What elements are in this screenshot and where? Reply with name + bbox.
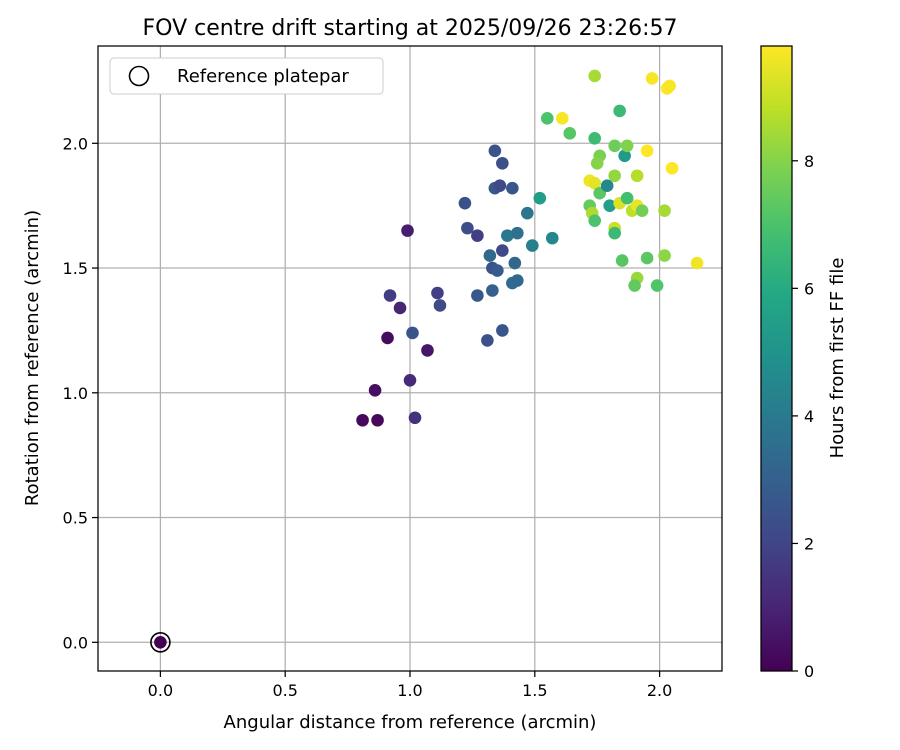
- plot-frame: [97, 45, 723, 672]
- data-point: [603, 199, 616, 212]
- colorbar-tick-label: 6: [804, 279, 814, 298]
- data-point: [481, 334, 494, 347]
- data-point: [613, 104, 626, 118]
- colorbar-label: Hours from first FF file: [827, 258, 848, 459]
- data-point: [533, 191, 547, 205]
- legend-marker: [128, 65, 150, 87]
- data-point: [471, 289, 484, 302]
- data-point: [540, 112, 554, 125]
- x-tick-label: 1.5: [522, 681, 547, 700]
- x-tick-label: 2.0: [647, 681, 672, 700]
- data-point: [491, 264, 504, 277]
- data-point: [608, 169, 621, 183]
- x-tick-label: 0.5: [272, 681, 297, 700]
- data-point: [615, 254, 629, 267]
- data-point: [496, 244, 509, 257]
- y-tick-label: 0.5: [63, 509, 88, 528]
- data-point: [588, 214, 602, 227]
- data-point: [431, 286, 444, 300]
- colorbar-ticks: 0 2 4 6 8: [792, 152, 814, 681]
- y-tick-label: 2.0: [63, 134, 88, 153]
- data-point: [408, 411, 422, 425]
- data-point: [545, 231, 559, 245]
- data-point: [590, 156, 604, 170]
- data-point: [630, 169, 644, 183]
- data-point: [663, 79, 676, 93]
- data-point: [356, 413, 369, 427]
- data-point: [618, 149, 631, 163]
- chart-title: FOV centre drift starting at 2025/09/26 …: [143, 16, 678, 41]
- x-tick-label: 0.0: [148, 681, 173, 700]
- legend: Reference platepar: [109, 57, 384, 95]
- data-point: [628, 279, 641, 292]
- data-point: [508, 256, 522, 270]
- data-point: [483, 249, 497, 262]
- x-tick-label: 1.0: [397, 681, 422, 700]
- data-point: [458, 196, 472, 210]
- data-point: [658, 204, 671, 217]
- data-point: [496, 156, 509, 170]
- data-point: [406, 326, 419, 340]
- data-point: [665, 161, 679, 175]
- colorbar: [760, 45, 793, 672]
- data-point: [486, 284, 499, 297]
- colorbar-tick-label: 0: [804, 662, 814, 681]
- data-point: [383, 289, 397, 302]
- data-point: [511, 274, 524, 287]
- data-point: [403, 374, 417, 387]
- data-point: [588, 132, 602, 145]
- data-point: [433, 299, 447, 312]
- data-point: [471, 229, 484, 242]
- data-point: [511, 226, 524, 240]
- y-tick-label: 1.0: [63, 384, 88, 403]
- colorbar-tick-label: 4: [804, 407, 814, 426]
- data-point: [635, 204, 649, 217]
- data-point: [658, 249, 671, 262]
- data-point: [368, 384, 382, 397]
- reference-point: [154, 636, 167, 649]
- colorbar-tick-label: 2: [804, 534, 814, 553]
- data-point: [608, 139, 621, 153]
- data-point: [608, 226, 621, 240]
- data-point: [461, 221, 474, 235]
- data-point: [690, 256, 704, 270]
- y-tick-label: 0.0: [63, 633, 88, 652]
- x-axis-label: Angular distance from reference (arcmin): [224, 712, 597, 733]
- legend-box: [109, 57, 384, 95]
- data-point: [600, 179, 614, 193]
- data-point: [501, 229, 514, 242]
- data-point: [401, 224, 414, 237]
- data-point: [640, 251, 654, 265]
- data-point: [620, 139, 634, 153]
- data-point: [393, 301, 407, 315]
- data-point: [645, 72, 659, 85]
- data-point: [555, 112, 569, 125]
- data-point: [521, 206, 534, 220]
- y-tick-label: 1.5: [63, 259, 88, 278]
- data-point: [381, 331, 394, 345]
- data-points: [150, 69, 704, 653]
- data-point: [563, 127, 577, 140]
- data-point: [650, 279, 664, 292]
- reference-ring: [150, 632, 171, 653]
- data-point: [620, 191, 634, 205]
- y-axis-label: Rotation from reference (arcmin): [22, 210, 43, 506]
- data-point: [526, 239, 539, 252]
- axis-ticks: 0.0 0.5 1.0 1.5 2.0 0.0 0.5 1.0 1.5 2.0: [63, 134, 673, 700]
- colorbar-tick-label: 8: [804, 152, 814, 171]
- data-point: [588, 176, 602, 190]
- legend-label: Reference platepar: [177, 66, 349, 87]
- data-point: [496, 324, 509, 337]
- data-point: [640, 144, 654, 158]
- data-point: [488, 144, 502, 158]
- data-point: [506, 181, 519, 195]
- data-point: [371, 413, 384, 427]
- data-point: [588, 69, 602, 83]
- data-point: [421, 344, 434, 357]
- data-point: [493, 179, 507, 193]
